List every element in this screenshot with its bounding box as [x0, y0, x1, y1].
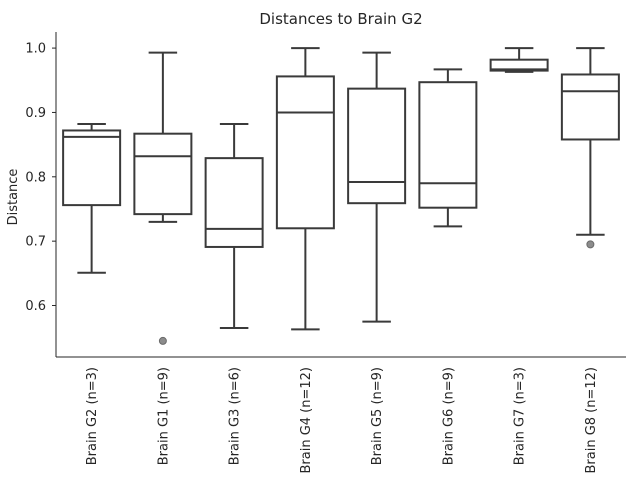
iqr-box [204, 157, 264, 248]
x-tick-label: Brain G7 (n=3) [513, 367, 528, 465]
x-tick-label: Brain G6 (n=9) [441, 367, 456, 465]
box-group [347, 51, 407, 323]
x-tick-label: Brain G5 (n=9) [370, 367, 385, 465]
outlier-point [158, 336, 167, 345]
box-group [133, 51, 193, 345]
x-tick-label: Brain G3 (n=6) [228, 367, 243, 465]
y-tick-label: 1.0 [25, 42, 46, 57]
y-axis-label: Distance [6, 169, 21, 226]
iqr-box [489, 58, 549, 72]
x-ticks: Brain G2 (n=3) Brain G1 (n=9) Brain G3 (n=… [85, 367, 599, 474]
x-tick-label: Brain G1 (n=9) [156, 367, 171, 465]
y-tick-label: 0.8 [25, 170, 46, 185]
x-tick-label: Brain G8 (n=12) [584, 367, 599, 474]
iqr-box [133, 132, 193, 216]
box-group [418, 68, 478, 228]
x-tick-label: Brain G2 (n=3) [85, 367, 100, 465]
chart-title: Distances to Brain G2 [259, 10, 422, 28]
iqr-box [418, 81, 478, 209]
y-ticks: 0.6 0.7 0.8 0.9 1.0 [25, 42, 56, 314]
y-tick-label: 0.9 [25, 106, 46, 121]
outlier-point [586, 240, 595, 249]
y-tick-label: 0.6 [25, 299, 46, 314]
iqr-box [275, 75, 335, 230]
box-group [489, 47, 549, 73]
x-tick-label: Brain G4 (n=12) [299, 367, 314, 474]
box-group [560, 47, 620, 249]
y-tick-label: 0.7 [25, 235, 46, 250]
boxes [62, 47, 620, 345]
box-group [62, 123, 122, 274]
iqr-box [347, 87, 407, 205]
iqr-box [62, 129, 122, 207]
box-group [275, 47, 335, 331]
iqr-box [560, 73, 620, 141]
box-group [204, 123, 264, 330]
